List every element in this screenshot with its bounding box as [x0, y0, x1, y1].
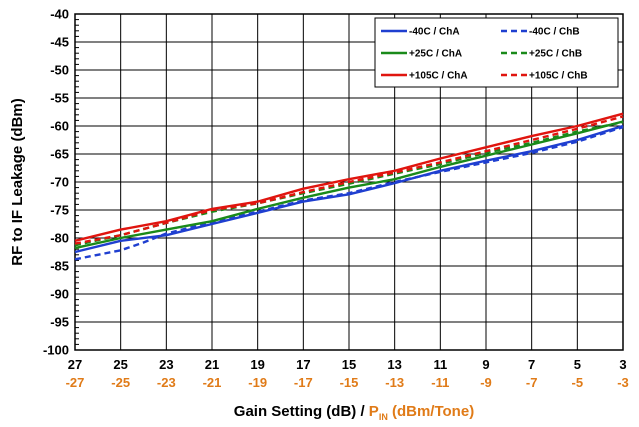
y-tick-label: -85 [50, 259, 69, 274]
y-axis-ticks: -40 -45 -50 -55 -60 -65 -70 -75 -80 -85 -90 -95 -100 [43, 7, 69, 358]
y-tick-label: -55 [50, 91, 69, 106]
x-tick-label-pin: -11 [431, 375, 449, 390]
x-tick-label-pin: -3 [617, 375, 629, 390]
x-tick-label-pin: -15 [340, 375, 359, 390]
series-line [74, 112, 624, 242]
y-tick-label: -100 [43, 343, 69, 358]
x-tick-label-pin: -25 [111, 375, 130, 390]
y-tick-label: -95 [50, 315, 69, 330]
x-tick-label-pin: -27 [66, 375, 85, 390]
x-axis-title-unit: (dBm/Tone) [388, 403, 474, 420]
y-tick-label: -75 [50, 203, 69, 218]
x-tick-label: 19 [250, 357, 264, 372]
legend-label: +105C / ChB [529, 71, 588, 82]
x-tick-label-pin: -21 [203, 375, 222, 390]
x-tick-label-pin: -23 [157, 375, 176, 390]
x-tick-label: 5 [574, 357, 581, 372]
legend: -40C / ChA -40C / ChB +25C / ChA +25C / ChB… [374, 17, 619, 88]
legend-label: -40C / ChB [529, 27, 580, 38]
x-tick-label: 23 [159, 357, 173, 372]
x-tick-label-pin: -17 [294, 375, 313, 390]
series-line [74, 125, 624, 261]
x-tick-label-pin: -7 [526, 375, 538, 390]
x-tick-label: 17 [296, 357, 310, 372]
y-tick-label: -65 [50, 147, 69, 162]
series-line [74, 120, 624, 250]
x-tick-label-pin: -13 [385, 375, 404, 390]
x-axis-title: Gain Setting (dB) / PIN (dBm/Tone) [234, 403, 474, 422]
x-axis-title-pin-sub: IN [379, 412, 388, 422]
legend-label: +25C / ChB [529, 49, 582, 60]
legend-box [374, 17, 619, 88]
x-tick-label: 25 [113, 357, 127, 372]
x-tick-label-pin: -5 [572, 375, 584, 390]
legend-label: -40C / ChA [409, 27, 460, 38]
x-tick-label: 9 [482, 357, 489, 372]
y-tick-label: -90 [50, 287, 69, 302]
x-tick-label-pin: -9 [480, 375, 492, 390]
x-tick-label-pin: -19 [248, 375, 267, 390]
x-axis-title-gain: Gain Setting (dB) / [234, 403, 369, 420]
x-tick-label: 13 [387, 357, 401, 372]
plot-area-border [74, 13, 624, 351]
legend-label: +105C / ChA [409, 71, 468, 82]
x-tick-label: 7 [528, 357, 535, 372]
y-axis-title: RF to IF Leakage (dBm) [9, 98, 26, 266]
x-axis-ticks: 27 -27 25 -25 23 -23 21 -21 19 -19 17 -17 15 -15 13 -13… [66, 357, 629, 390]
y-tick-label: -80 [50, 231, 69, 246]
legend-label: +25C / ChA [409, 49, 462, 60]
y-tick-label: -45 [50, 35, 69, 50]
series-line [74, 115, 624, 245]
y-tick-label: -60 [50, 119, 69, 134]
x-tick-label: 15 [342, 357, 356, 372]
x-axis-title-pin: P [369, 403, 379, 420]
x-tick-label: 3 [619, 357, 626, 372]
x-tick-label: 27 [68, 357, 82, 372]
y-tick-label: -70 [50, 175, 69, 190]
y-tick-label: -50 [50, 63, 69, 78]
x-tick-label: 21 [205, 357, 219, 372]
x-tick-label: 11 [433, 357, 447, 372]
series-lines [74, 112, 624, 261]
y-tick-label: -40 [50, 7, 69, 22]
